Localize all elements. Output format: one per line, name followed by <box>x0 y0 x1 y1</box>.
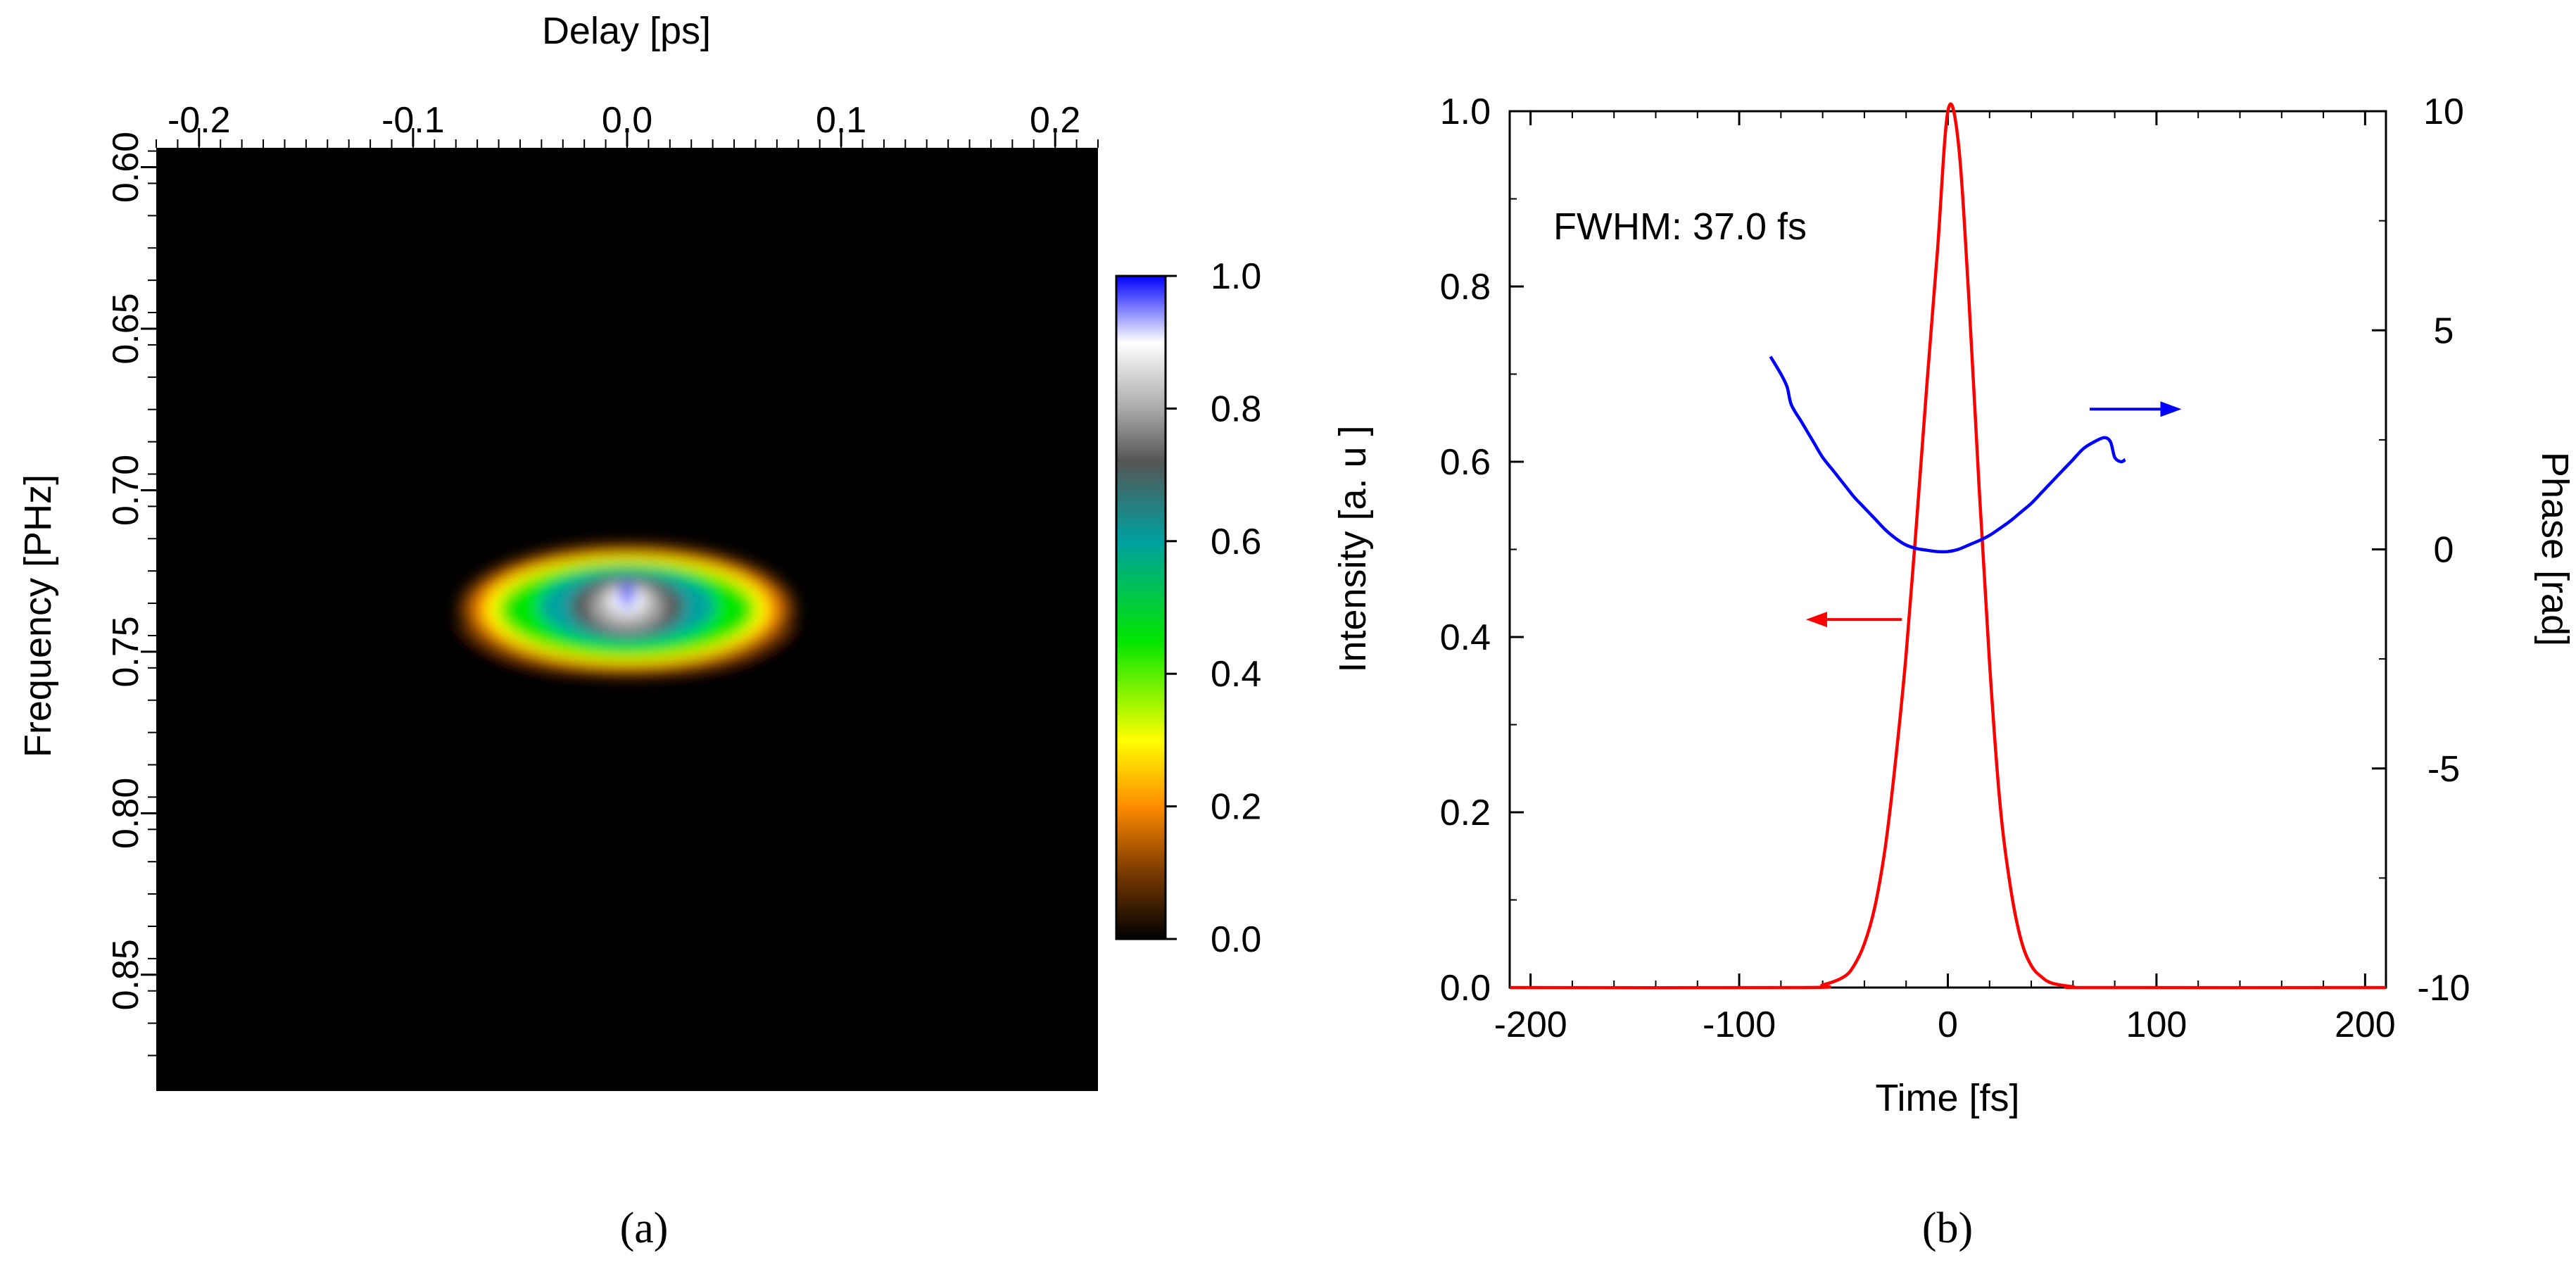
line-y-tick-label: 0.6 <box>1440 442 1491 483</box>
axis-arrows <box>1805 401 2182 628</box>
intensity-line <box>1509 102 2387 990</box>
caption-a: (a) <box>620 1204 669 1252</box>
colorbar <box>1115 275 1167 940</box>
line-y-axis-title: Intensity [a. u ] <box>1332 425 1374 672</box>
line-y-tick-label: 1.0 <box>1440 92 1491 132</box>
line-y2-axis-title: Phase [rad] <box>2534 452 2576 646</box>
heatmap-x-ticks: -0.2 -0.1 0.0 0.1 0.2 <box>168 100 1080 146</box>
heatmap-y-tick-label: 0.80 <box>106 778 146 849</box>
phase-arrowhead <box>2160 401 2182 417</box>
line-x-tick-label: 100 <box>2126 1004 2187 1045</box>
colorbar-tick-label: 0.4 <box>1211 654 1261 695</box>
heatmap-y-tick-label: 0.75 <box>106 616 146 687</box>
heatmap-x-tick-label: -0.2 <box>168 100 231 141</box>
line-x-axis-title: Time [fs] <box>1875 1077 2019 1119</box>
colorbar-tick-label: 0.0 <box>1211 919 1261 960</box>
colorbar-tick-label: 0.6 <box>1211 522 1261 562</box>
line-x-tick-label: -100 <box>1703 1004 1776 1045</box>
fwhm-annotation: FWHM: 37.0 fs <box>1553 206 1807 248</box>
panel-b: -200 -100 0 100 200 0.00.20.40.60.81.0 -10-5… <box>1332 92 2576 1252</box>
line-y-ticks: 0.0 0.2 0.4 0.6 0.8 1.0 <box>1440 92 1524 1009</box>
heatmap-y-tick-label: 0.60 <box>106 132 146 203</box>
heatmap-x-tick-label: -0.1 <box>381 100 445 141</box>
line-y2-ticks: -10 -5 0 5 10 <box>2372 92 2470 1009</box>
heatmap-y-tick-label: 0.70 <box>106 455 146 526</box>
line-x-tick-label: 0 <box>1938 1004 1958 1045</box>
line-y2-tick-label: 0 <box>2434 530 2454 571</box>
line-y2-tick-label: 5 <box>2434 310 2454 351</box>
colorbar-ticks: 0.0 0.2 0.4 0.6 0.8 1.0 <box>1166 256 1261 960</box>
intensity-arrowhead <box>1805 612 1827 628</box>
colorbar-tick-label: 0.2 <box>1211 787 1261 828</box>
colorbar-tick-label: 0.8 <box>1211 389 1261 429</box>
line-y-tick-label: 0.8 <box>1440 267 1491 308</box>
heatmap-spot <box>416 543 838 679</box>
heatmap-contour <box>620 583 634 609</box>
line-y2-tick-label: -10 <box>2417 968 2470 1009</box>
line-y-tick-label: 0.2 <box>1440 793 1491 833</box>
line-x-ticks: -200 -100 0 100 200 <box>1494 111 2396 1045</box>
heatmap-x-tick-label: 0.0 <box>602 100 652 141</box>
heatmap-y-tick-label: 0.85 <box>106 939 146 1010</box>
heatmap-x-tick-label: 0.2 <box>1030 100 1080 141</box>
line-y2-tick-label: -5 <box>2427 749 2460 790</box>
heatmap-y-ticks: 0.60 0.65 0.70 0.75 0.80 0.85 <box>106 132 156 1010</box>
panel-a: Delay [ps] -0.2 -0.1 0.0 0.1 0.2 0.60 0.65 0.7… <box>17 10 1261 1252</box>
line-x-tick-label: 200 <box>2335 1004 2396 1045</box>
heatmap-minor-ticks <box>148 139 1099 1057</box>
phase-line <box>1769 355 2126 554</box>
colorbar-tick-label: 1.0 <box>1211 256 1261 297</box>
caption-b: (b) <box>1922 1204 1973 1252</box>
heatmap-y-tick-label: 0.65 <box>106 293 146 364</box>
heatmap-y-axis-title: Frequency [PHz] <box>17 474 59 757</box>
heatmap-x-tick-label: 0.1 <box>816 100 866 141</box>
line-y-tick-label: 0.0 <box>1440 968 1491 1009</box>
line-x-tick-label: -200 <box>1494 1004 1567 1045</box>
line-y2-tick-label: 10 <box>2423 92 2464 132</box>
heatmap-x-axis-title: Delay [ps] <box>542 10 711 52</box>
line-y-tick-label: 0.4 <box>1440 617 1491 658</box>
